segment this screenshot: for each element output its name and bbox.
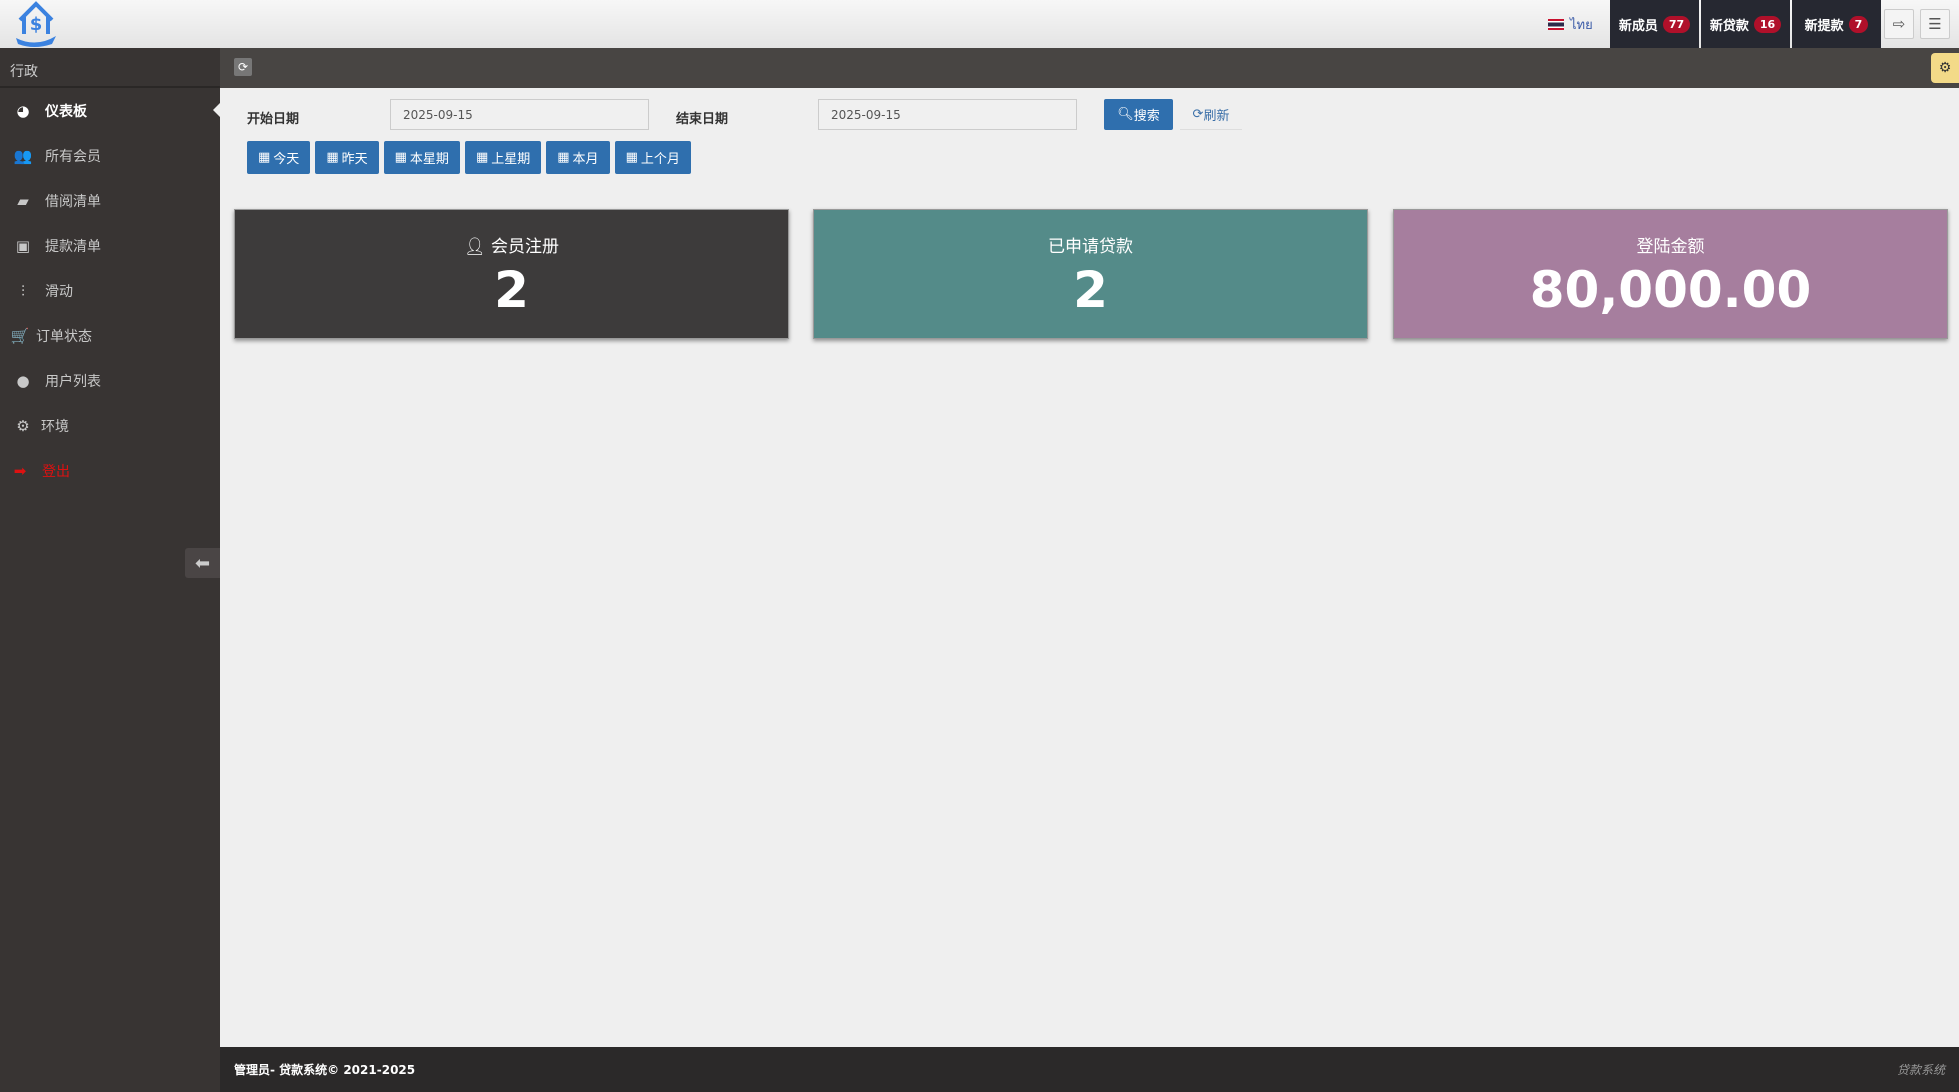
sidebar-item-label: 登出: [42, 463, 70, 480]
quick-date-buttons: ▦ 今天 ▦ 昨天 ▦ 本星期 ▦ 上星期 ▦ 本月 ▦ 上个月: [247, 141, 691, 174]
language-label: ไทย: [1570, 18, 1593, 33]
cart-icon: 🛒: [10, 326, 30, 345]
sidebar-item-members[interactable]: 👥 所有会员: [0, 133, 220, 178]
sidebar-title: 行政: [0, 48, 220, 88]
member-registration-card: 👤︎ 会员注册 2: [234, 209, 789, 339]
sidebar-item-label: 用户列表: [45, 373, 101, 390]
sidebar-item-slides[interactable]: ⫶ 滑动: [0, 268, 220, 313]
sidebar-item-label: 订单状态: [36, 328, 92, 345]
language-selector[interactable]: ไทย: [1548, 14, 1593, 35]
sidebar-item-dashboard[interactable]: ◕ 仪表板: [0, 88, 220, 133]
top-bar: $ ไทย 新成员 77 新贷款 16 新提款 7 ⇨ ☰: [0, 0, 1959, 48]
thai-flag-icon: [1548, 19, 1564, 30]
calendar-icon: ▦: [258, 150, 271, 165]
count-badge: 16: [1753, 15, 1782, 33]
reload-button[interactable]: ⟳: [234, 58, 252, 76]
btn-label: 本月: [572, 152, 599, 167]
card-value: 2: [494, 261, 529, 319]
refresh-icon: ⟳: [1192, 106, 1204, 122]
sign-out-icon: ⇨: [1892, 15, 1906, 33]
footer: 管理员- 贷款系统© 2021-2025 贷款系统: [220, 1047, 1959, 1092]
btn-label: 上星期: [491, 152, 531, 167]
sidebar: 行政 ◕ 仪表板 👥 所有会员 ▰ 借阅清单 ▣ 提款清单 ⫶ 滑动 🛒 订单状态 ● 用户列…: [0, 48, 220, 1092]
loan-amount-card: 登陆金额 80,000.00: [1393, 209, 1948, 339]
refresh-label: 刷新: [1203, 108, 1230, 124]
sidebar-item-label: 借阅清单: [45, 193, 101, 210]
yesterday-button[interactable]: ▦ 昨天: [315, 141, 379, 174]
calendar-icon: ▦: [625, 150, 638, 165]
card-value: 2: [1073, 261, 1108, 319]
sidebar-item-loans[interactable]: ▰ 借阅清单: [0, 178, 220, 223]
start-date-input[interactable]: [390, 99, 649, 130]
svg-text:$: $: [30, 14, 43, 35]
sidebar-item-label: 仪表板: [45, 103, 87, 120]
start-date-label: 开始日期: [247, 112, 300, 127]
btn-label: 昨天: [341, 152, 368, 167]
sidebar-item-order-status[interactable]: 🛒 订单状态: [0, 313, 220, 358]
btn-label: 本星期: [409, 152, 449, 167]
notif-label: 新成员: [1618, 18, 1658, 34]
users-icon: 👥: [13, 146, 33, 165]
calendar-icon: ▦: [394, 150, 407, 165]
loans-applied-card: 已申请贷款 2: [813, 209, 1368, 339]
menu-button[interactable]: ☰: [1920, 9, 1950, 39]
btn-label: 上个月: [640, 152, 680, 167]
btn-label: 今天: [273, 152, 300, 167]
logout-button[interactable]: ⇨: [1884, 9, 1914, 39]
last-week-button[interactable]: ▦ 上星期: [464, 141, 542, 174]
sidebar-item-withdrawals[interactable]: ▣ 提款清单: [0, 223, 220, 268]
calendar-icon: ▦: [475, 150, 489, 165]
new-loans-notification[interactable]: 新贷款 16: [1701, 0, 1790, 48]
card-title: 会员注册: [491, 237, 559, 257]
card-value: 80,000.00: [1529, 261, 1812, 319]
money-icon: ▣: [15, 236, 31, 255]
logo: $: [16, 1, 56, 47]
collapse-sidebar-button[interactable]: ⬅: [185, 548, 220, 578]
hamburger-icon: ☰: [1928, 15, 1942, 33]
dashboard-icon: ◕: [16, 101, 30, 120]
search-icon: 🔍︎: [1117, 107, 1134, 122]
search-button[interactable]: 🔍︎ 搜索: [1104, 99, 1173, 130]
sliders-icon: ⫶: [21, 281, 25, 300]
arrow-left-circle-icon: ⬅: [194, 552, 211, 574]
new-withdrawals-notification[interactable]: 新提款 7: [1792, 0, 1881, 48]
book-icon: ▰: [17, 191, 29, 210]
sign-out-icon: ➡: [13, 461, 27, 480]
today-button[interactable]: ▦ 今天: [247, 141, 311, 174]
search-label: 搜索: [1133, 109, 1160, 124]
user-icon: ●: [16, 371, 30, 390]
gear-icon: ⚙: [1938, 60, 1952, 76]
card-title: 已申请贷款: [1048, 237, 1133, 257]
notif-label: 新提款: [1804, 18, 1844, 34]
end-date-input[interactable]: [818, 99, 1077, 130]
sidebar-item-label: 滑动: [45, 283, 73, 300]
sidebar-item-label: 提款清单: [45, 238, 101, 255]
user-icon: 👤︎: [464, 237, 491, 257]
new-members-notification[interactable]: 新成员 77: [1610, 0, 1699, 48]
refresh-button[interactable]: ⟳ 刷新: [1180, 99, 1242, 130]
copyright: 管理员- 贷款系统© 2021-2025: [234, 1063, 416, 1077]
gear-icon: ⚙: [16, 416, 30, 435]
settings-button[interactable]: ⚙: [1931, 53, 1959, 83]
this-month-button[interactable]: ▦ 本月: [546, 141, 610, 174]
card-title: 登陆金额: [1636, 237, 1705, 257]
toolbar: ⟳ ⚙: [220, 48, 1959, 88]
sidebar-item-logout[interactable]: ➡ 登出: [0, 448, 220, 493]
sidebar-item-settings[interactable]: ⚙ 环境: [0, 403, 220, 448]
sidebar-item-label: 所有会员: [45, 148, 101, 165]
sidebar-item-users[interactable]: ● 用户列表: [0, 358, 220, 403]
end-date-label: 结束日期: [676, 112, 729, 127]
this-week-button[interactable]: ▦ 本星期: [383, 141, 460, 174]
calendar-icon: ▦: [326, 150, 339, 165]
count-badge: 7: [1848, 15, 1869, 33]
sidebar-item-label: 环境: [41, 418, 69, 435]
count-badge: 77: [1662, 15, 1691, 33]
calendar-icon: ▦: [557, 150, 570, 165]
last-month-button[interactable]: ▦ 上个月: [614, 141, 691, 174]
footer-brand: 贷款系统: [1896, 1063, 1945, 1077]
notif-label: 新贷款: [1709, 18, 1749, 34]
refresh-icon: ⟳: [237, 60, 249, 74]
